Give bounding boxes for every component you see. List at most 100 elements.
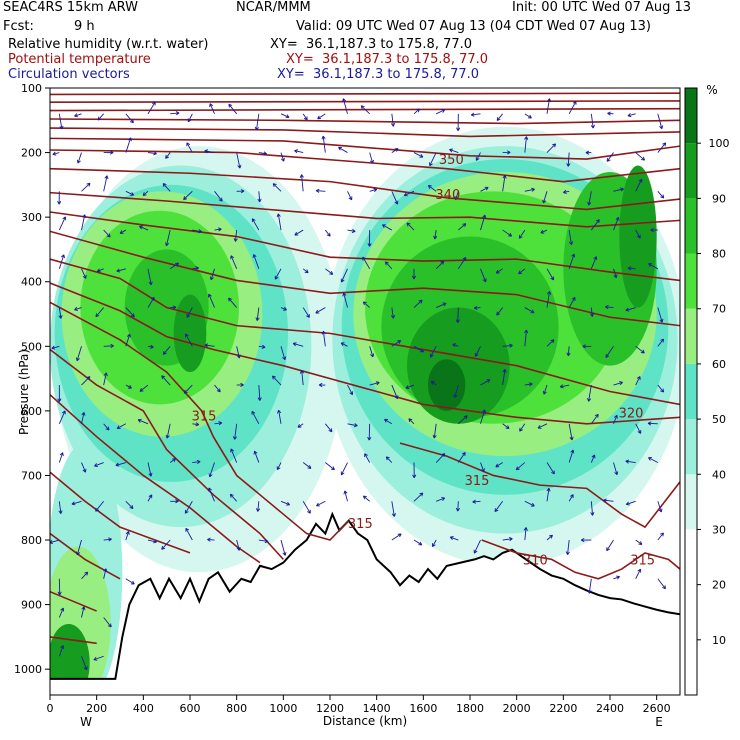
x-axis-title: Distance (km) — [323, 714, 407, 728]
vector-304 — [590, 501, 595, 516]
vector-183 — [367, 423, 372, 441]
vector-266 — [519, 423, 526, 432]
vector-21 — [75, 346, 82, 362]
vector-15 — [74, 113, 82, 118]
vector-93 — [185, 527, 193, 541]
colorbar-tick-label-8: 90 — [712, 192, 726, 205]
forecast-label: Fcst: — [3, 19, 34, 34]
vector-57 — [125, 578, 135, 585]
vector-289 — [559, 384, 570, 389]
vector-319 — [613, 575, 621, 580]
vector-49 — [116, 268, 126, 273]
vector-236 — [480, 186, 489, 192]
vector-277 — [542, 384, 548, 395]
vector-196 — [391, 501, 396, 517]
vector-24 — [81, 462, 87, 473]
vector-45 — [125, 113, 134, 124]
theta-contours — [50, 92, 680, 645]
vector-189 — [381, 224, 393, 231]
vector-210 — [435, 109, 446, 115]
vector-33 — [103, 229, 111, 238]
vector-240 — [474, 346, 481, 357]
vector-202 — [411, 268, 417, 280]
vector-184 — [364, 453, 371, 463]
vector-77 — [161, 375, 171, 386]
vector-9 — [58, 452, 64, 463]
vector-305 — [580, 537, 592, 543]
colorbar-frame — [684, 87, 698, 696]
vector-142 — [302, 113, 308, 121]
vector-116 — [229, 493, 238, 502]
vector-337 — [648, 263, 659, 270]
colorbar-tick-label-9: 100 — [709, 137, 730, 150]
vector-207 — [412, 462, 417, 479]
vector-17 — [81, 182, 91, 192]
vector-244 — [472, 499, 481, 504]
vector-177 — [369, 188, 378, 193]
vector-262 — [518, 268, 526, 275]
vector-287 — [568, 296, 576, 308]
vector-193 — [391, 384, 399, 400]
vector-114 — [232, 423, 238, 440]
vector-286 — [568, 253, 576, 269]
vector-206 — [408, 418, 415, 425]
vector-259 — [524, 136, 529, 153]
vector-166 — [347, 191, 353, 201]
x-tick-label-6: 1200 — [316, 702, 344, 715]
vector-152 — [302, 501, 311, 514]
vector-209 — [413, 539, 423, 546]
vector-310 — [613, 216, 620, 231]
theta-contour-15 — [50, 348, 284, 560]
vector-145 — [294, 229, 304, 236]
theta-label-2: 315 — [192, 410, 217, 425]
colorbar-bin-1 — [685, 419, 697, 475]
vector-107 — [236, 152, 242, 169]
vector-264 — [524, 329, 529, 347]
vector-25 — [71, 500, 82, 506]
vector-290 — [568, 423, 574, 441]
vector-144 — [299, 174, 304, 192]
vector-104 — [208, 487, 215, 502]
vector-161 — [324, 423, 333, 433]
vector-246 — [496, 113, 504, 121]
vector-255 — [495, 462, 503, 468]
vector-162 — [325, 462, 335, 471]
vector-167 — [347, 228, 356, 233]
vector-339 — [657, 338, 665, 347]
field-name-rh: Relative humidity (w.r.t. water) — [8, 37, 209, 52]
vector-117 — [236, 539, 241, 551]
x-tick-label-12: 2400 — [596, 702, 624, 715]
theta-label-6: 310 — [523, 554, 548, 569]
vector-32 — [103, 175, 109, 192]
circulation-vectors — [50, 98, 667, 671]
x-tick-label-2: 400 — [133, 702, 154, 715]
vector-2 — [57, 191, 62, 205]
vector-119 — [258, 151, 268, 156]
vector-159 — [321, 330, 326, 347]
vector-273 — [540, 229, 548, 234]
vector-197 — [391, 533, 402, 541]
vector-293 — [565, 539, 570, 555]
vector-332 — [635, 568, 642, 579]
vector-150 — [297, 423, 304, 428]
vector-132 — [272, 183, 282, 192]
vector-62 — [147, 268, 153, 286]
vector-239 — [473, 305, 481, 310]
x-tick-label-4: 800 — [226, 702, 247, 715]
vector-38 — [103, 423, 110, 431]
plot-frame — [49, 87, 681, 696]
vector-226 — [457, 256, 467, 270]
theta-contour-4 — [50, 127, 680, 138]
vector-191 — [390, 307, 396, 319]
vector-341 — [647, 421, 658, 426]
vector-212 — [427, 185, 437, 192]
vector-318 — [606, 539, 614, 552]
vector-270 — [546, 98, 552, 114]
vector-198 — [413, 108, 420, 115]
vector-97 — [214, 227, 222, 232]
vector-173 — [340, 462, 348, 476]
vector-73 — [165, 229, 171, 247]
vector-313 — [605, 346, 614, 358]
vector-61 — [139, 225, 149, 231]
vector-125 — [257, 385, 262, 401]
